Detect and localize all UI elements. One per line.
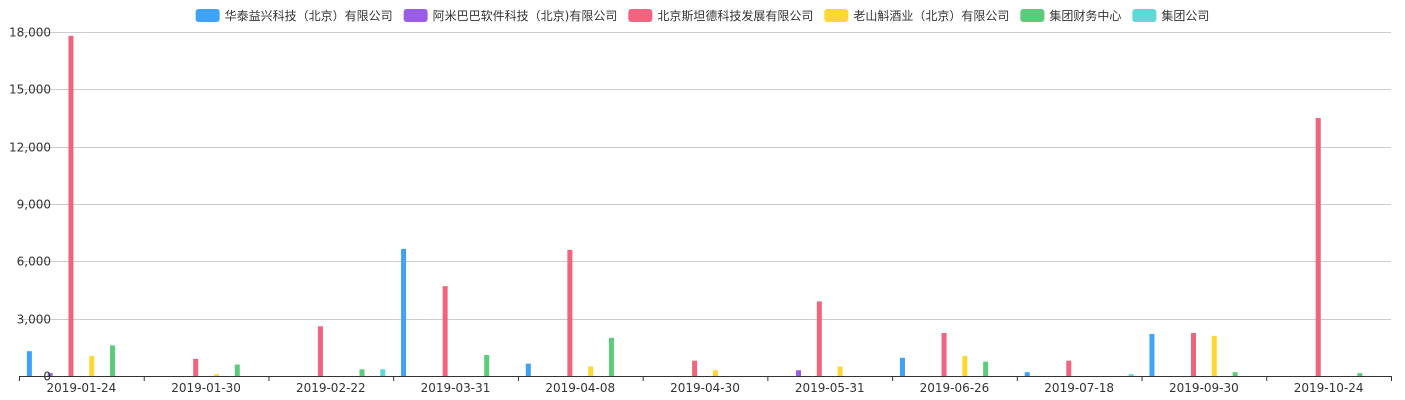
- legend-label: 集团公司: [1161, 8, 1209, 23]
- bar: [837, 366, 843, 376]
- x-tick-label: 2019-02-22: [296, 381, 366, 395]
- bar: [26, 351, 32, 376]
- bar: [401, 248, 407, 376]
- bar: [442, 286, 448, 376]
- legend-label: 北京斯坦德科技发展有限公司: [657, 8, 813, 23]
- y-tick-label: 18,000: [9, 26, 51, 40]
- legend-swatch: [403, 9, 428, 22]
- legend-item[interactable]: 北京斯坦德科技发展有限公司: [628, 8, 813, 23]
- legend-item[interactable]: 集团公司: [1132, 8, 1209, 23]
- bar: [1357, 373, 1363, 376]
- legend-swatch: [1020, 9, 1045, 22]
- bar: [1149, 333, 1155, 376]
- y-tick-label: 15,000: [9, 83, 51, 97]
- legend-swatch: [1132, 9, 1157, 22]
- bar: [1066, 360, 1072, 376]
- bar: [193, 358, 199, 376]
- bar: [317, 326, 323, 376]
- legend-swatch: [195, 9, 220, 22]
- y-tick-label: 6,000: [17, 255, 51, 269]
- x-tick-label: 2019-03-31: [421, 381, 491, 395]
- x-tick-label: 2019-10-24: [1294, 381, 1364, 395]
- bar: [608, 337, 614, 376]
- x-tick-label: 2019-04-30: [670, 381, 740, 395]
- bar: [359, 369, 365, 376]
- bar: [796, 370, 802, 376]
- legend-item[interactable]: 阿米巴巴软件科技（北京)有限公司: [403, 9, 618, 23]
- legend-item[interactable]: 老山斛酒业（北京）有限公司: [824, 9, 1009, 23]
- bar: [68, 35, 74, 376]
- bar: [899, 357, 905, 376]
- bar: [1128, 374, 1134, 376]
- bar: [1315, 118, 1321, 376]
- grid-layer: [19, 32, 1391, 320]
- bar: [962, 355, 968, 376]
- bar: [234, 364, 240, 376]
- legend-swatch: [824, 9, 849, 22]
- y-tick-label: 3,000: [17, 313, 51, 327]
- bar: [47, 373, 53, 376]
- y-tick-label: 12,000: [9, 141, 51, 155]
- bar: [567, 249, 573, 376]
- y-tick-label: 9,000: [17, 198, 51, 212]
- bar: [1232, 372, 1238, 376]
- x-tick-label: 2019-09-30: [1169, 381, 1239, 395]
- x-tick-label: 2019-01-24: [46, 381, 116, 395]
- bar: [1024, 372, 1030, 376]
- bar: [213, 374, 219, 376]
- bar: [484, 354, 490, 376]
- bar: [110, 345, 116, 376]
- legend-swatch: [628, 9, 653, 22]
- bar: [1211, 335, 1217, 376]
- bar: [588, 366, 594, 376]
- bar: [712, 370, 718, 376]
- bar: [525, 363, 531, 376]
- bar: [941, 333, 947, 376]
- bar: [983, 361, 989, 376]
- bar-layer: [26, 35, 1363, 376]
- legend-label: 阿米巴巴软件科技（北京)有限公司: [433, 9, 618, 23]
- axis-layer: 03,0006,0009,00012,00015,00018,0002019-0…: [9, 26, 1392, 395]
- legend-label: 老山斛酒业（北京）有限公司: [853, 9, 1009, 23]
- x-tick-label: 2019-05-31: [795, 381, 865, 395]
- x-tick-label: 2019-06-26: [920, 381, 990, 395]
- x-tick-label: 2019-07-18: [1044, 381, 1114, 395]
- bar: [692, 360, 698, 376]
- legend-label: 集团财务中心: [1049, 8, 1121, 23]
- x-tick-label: 2019-01-30: [171, 381, 241, 395]
- legend[interactable]: 华泰益兴科技（北京）有限公司 阿米巴巴软件科技（北京)有限公司 北京斯坦德科技发展有…: [195, 8, 1210, 23]
- legend-label: 华泰益兴科技（北京）有限公司: [225, 9, 393, 23]
- bar: [1191, 333, 1197, 376]
- bar: [816, 301, 822, 376]
- legend-item[interactable]: 华泰益兴科技（北京）有限公司: [195, 9, 393, 23]
- legend-item[interactable]: 集团财务中心: [1020, 8, 1121, 23]
- bar: [380, 369, 386, 376]
- x-tick-label: 2019-04-08: [545, 381, 615, 395]
- bar: [89, 355, 95, 376]
